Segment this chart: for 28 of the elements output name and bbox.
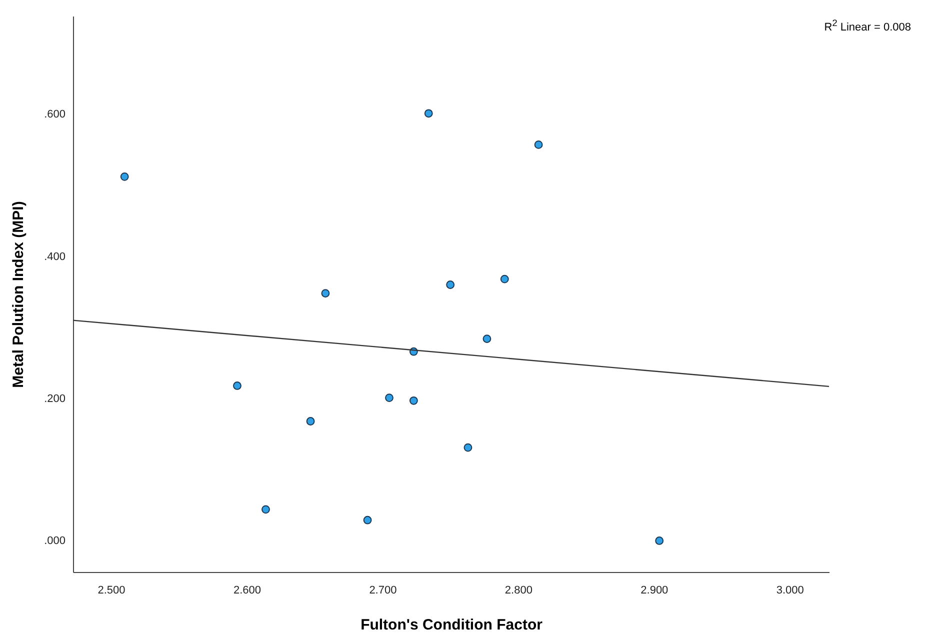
y-tick-label: .600: [44, 108, 66, 121]
point: [409, 396, 418, 405]
point: [655, 536, 664, 545]
x-tick-label: 2.600: [233, 584, 261, 596]
y-tick-label: .200: [44, 393, 66, 406]
annotation: R$^{2}$ Linear = 0.008: [824, 18, 911, 34]
point: [321, 289, 330, 298]
point: [233, 382, 242, 390]
point: [363, 516, 372, 524]
x-tick-label: 2.800: [504, 584, 532, 596]
point: [385, 394, 394, 402]
y-tick-label: .400: [44, 250, 66, 263]
point: [120, 172, 129, 181]
x-axis-title: Fulton's Condition Factor: [360, 616, 543, 634]
point: [446, 280, 455, 289]
x-tick-label: 2.900: [640, 584, 668, 596]
point: [424, 109, 433, 118]
y-axis-title: Metal Polution Index (MPI): [10, 201, 28, 388]
y-tick-label: .000: [44, 535, 66, 548]
point: [482, 334, 492, 343]
x-tick-label: 2.700: [369, 584, 397, 596]
x-tick-label: 3.000: [776, 584, 804, 596]
x-tick-label: 2.500: [98, 584, 126, 596]
point: [306, 417, 315, 426]
point: [464, 443, 472, 452]
point: [534, 140, 543, 149]
point: [500, 274, 509, 284]
point: [262, 505, 270, 514]
